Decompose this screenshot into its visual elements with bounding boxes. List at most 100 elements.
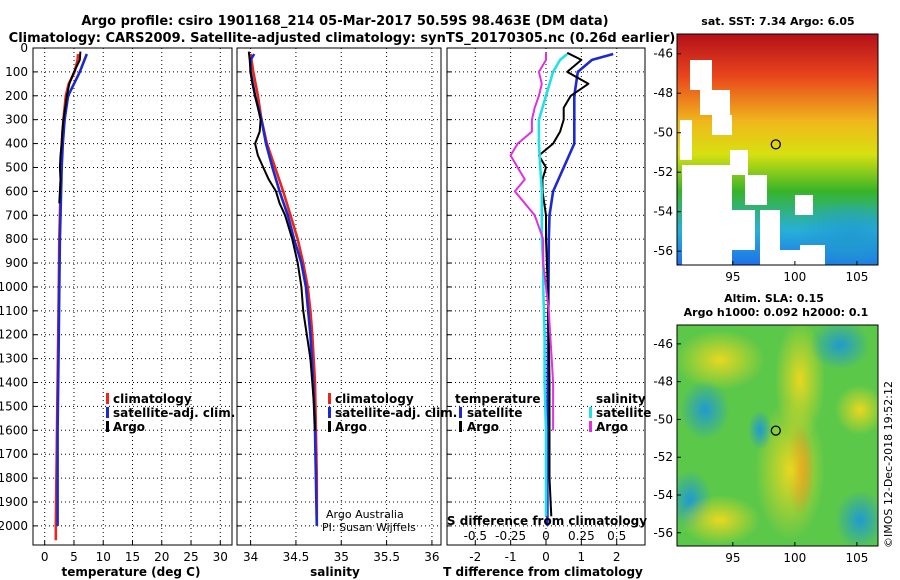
lon-tick-label: 95 <box>725 270 740 284</box>
lat-tick-label: -54 <box>653 488 673 502</box>
lon-tick-label: 95 <box>725 551 740 565</box>
missing-data-patch <box>712 115 732 135</box>
x-top-tick-label: -0.5 <box>464 529 487 543</box>
legend-label-argo: Argo <box>113 420 145 434</box>
lat-tick-label: -54 <box>653 205 673 219</box>
x-tick-label: 15 <box>125 550 140 564</box>
legend-label-climatology: climatology <box>335 392 414 406</box>
depth-tick-label: 1500 <box>0 399 28 413</box>
legend-label-argo: Argo <box>335 420 367 434</box>
salinity-xlabel: salinity <box>310 565 360 579</box>
x-tick-label: 34 <box>243 550 258 564</box>
sla-map-subtitle: Argo h1000: 0.092 h2000: 0.1 <box>684 306 869 319</box>
temperature-xlabel: temperature (deg C) <box>62 565 201 579</box>
sla-patch <box>810 325 870 370</box>
difference-panel: -2 -1 0 1 2 -0.5 -0.25 0 0.25 0.5 <box>446 47 646 564</box>
series-line-argo <box>58 51 82 204</box>
sla-map-frame <box>676 324 879 547</box>
legend-label-climatology: climatology <box>113 392 192 406</box>
legend-label-satellite-adj: satellite-adj. clim. <box>335 406 457 420</box>
x-tick-label: 1 <box>578 550 586 564</box>
x-top-tick-label: 0.5 <box>607 529 626 543</box>
salinity-legend: climatology satellite-adj. clim. Argo Ar… <box>322 392 457 534</box>
lat-tick-label: -48 <box>653 375 673 389</box>
credit-argo-australia: Argo Australia <box>326 508 404 521</box>
x-tick-label: -1 <box>505 550 517 564</box>
legend-swatch-t-argo <box>459 421 462 432</box>
x-tick-label: 5 <box>70 550 78 564</box>
x-tick-label: 35 <box>334 550 349 564</box>
depth-tick-label: 800 <box>5 232 28 246</box>
sla-patch <box>755 400 825 540</box>
sla-map-title: Altim. SLA: 0.15 <box>724 292 824 305</box>
legend-title-salinity: salinity <box>596 392 646 406</box>
depth-tick-label: 200 <box>5 89 28 103</box>
legend-swatch-argo <box>328 421 331 432</box>
sst-argo-marker <box>770 139 781 150</box>
depth-tick-label: 1100 <box>0 304 28 318</box>
series-line-t-argo <box>537 51 590 517</box>
missing-data-patch <box>730 210 755 250</box>
lat-tick-label: -56 <box>653 526 673 540</box>
depth-tick-label: 1400 <box>0 376 28 390</box>
difference-legend: temperature salinity satellite Argo sate… <box>455 392 651 434</box>
depth-axis: 0 100 200 300 400 500 600 700 800 900 1000 1100 1200… <box>0 41 28 533</box>
x-tick-label: 36 <box>424 550 439 564</box>
depth-tick-label: 1900 <box>0 495 28 509</box>
x-tick-label: 2 <box>613 550 621 564</box>
legend-label-t-argo: Argo <box>467 420 499 434</box>
sla-patch <box>677 330 765 390</box>
missing-data-patch <box>680 120 692 160</box>
x-tick-label: 20 <box>154 550 169 564</box>
x-tick-label: 25 <box>183 550 198 564</box>
depth-tick-label: 0 <box>20 41 28 55</box>
missing-data-patch <box>690 60 712 90</box>
lat-tick-label: -56 <box>653 244 673 258</box>
temperature-panel: 0 5 10 15 20 25 30 <box>32 47 233 564</box>
x-tick-label: 35.5 <box>373 550 400 564</box>
depth-tick-label: 300 <box>5 113 28 127</box>
legend-swatch-s-argo <box>589 421 592 432</box>
lat-tick-label: -50 <box>653 412 673 426</box>
depth-tick-label: 1000 <box>0 280 28 294</box>
missing-data-patch <box>700 90 730 115</box>
legend-label-s-argo: Argo <box>596 420 628 434</box>
lat-tick-label: -46 <box>653 47 673 61</box>
sst-map: sat. SST: 7.34 Argo: 6.05 95 100 105 -46 -48… <box>653 15 879 284</box>
x-top-tick-label: 0.25 <box>568 529 595 543</box>
depth-tick-label: 2000 <box>0 519 28 533</box>
lon-tick-label: 100 <box>783 551 806 565</box>
salinity-panel: 34 34.5 35 35.5 36 <box>236 47 442 564</box>
sla-map: Altim. SLA: 0.15 Argo h1000: 0.092 h2000… <box>653 292 879 565</box>
x-tick-label: 0 <box>41 550 49 564</box>
sst-map-title: sat. SST: 7.34 Argo: 6.05 <box>701 15 854 28</box>
sla-patch <box>835 385 878 435</box>
legend-swatch-satellite-adj <box>106 407 109 418</box>
legend-title-temperature: temperature <box>455 392 540 406</box>
missing-data-patch <box>795 195 813 215</box>
depth-tick-label: 1300 <box>0 352 28 366</box>
x-top-tick-label: -0.25 <box>495 529 526 543</box>
lat-tick-label: -50 <box>653 126 673 140</box>
series-line-t-satellite <box>546 52 614 526</box>
plot-frame <box>236 47 442 546</box>
sla-anomaly-patches <box>677 325 878 546</box>
t-difference-xlabel: T difference from climatology <box>443 565 643 579</box>
series-line-satellite-adj-clim- <box>56 53 89 526</box>
missing-data-patch <box>730 150 748 175</box>
legend-swatch-s-satellite <box>589 407 592 418</box>
sla-patch <box>835 490 878 546</box>
lon-tick-label: 100 <box>783 270 806 284</box>
depth-tick-label: 400 <box>5 137 28 151</box>
lon-tick-label: 105 <box>845 551 868 565</box>
series-line-s-satellite <box>537 53 569 517</box>
sst-missing-data <box>680 60 825 265</box>
s-difference-xlabel: S difference from climatology <box>447 514 647 528</box>
x-tick-label: 0 <box>542 550 550 564</box>
series-line-s-argo <box>509 52 555 431</box>
depth-tick-label: 1600 <box>0 423 28 437</box>
legend-swatch-climatology <box>328 393 331 404</box>
sla-map-ticks: 95 100 105 -46 -48 -50 -52 -54 -56 <box>653 337 868 565</box>
missing-data-patch <box>745 175 767 205</box>
